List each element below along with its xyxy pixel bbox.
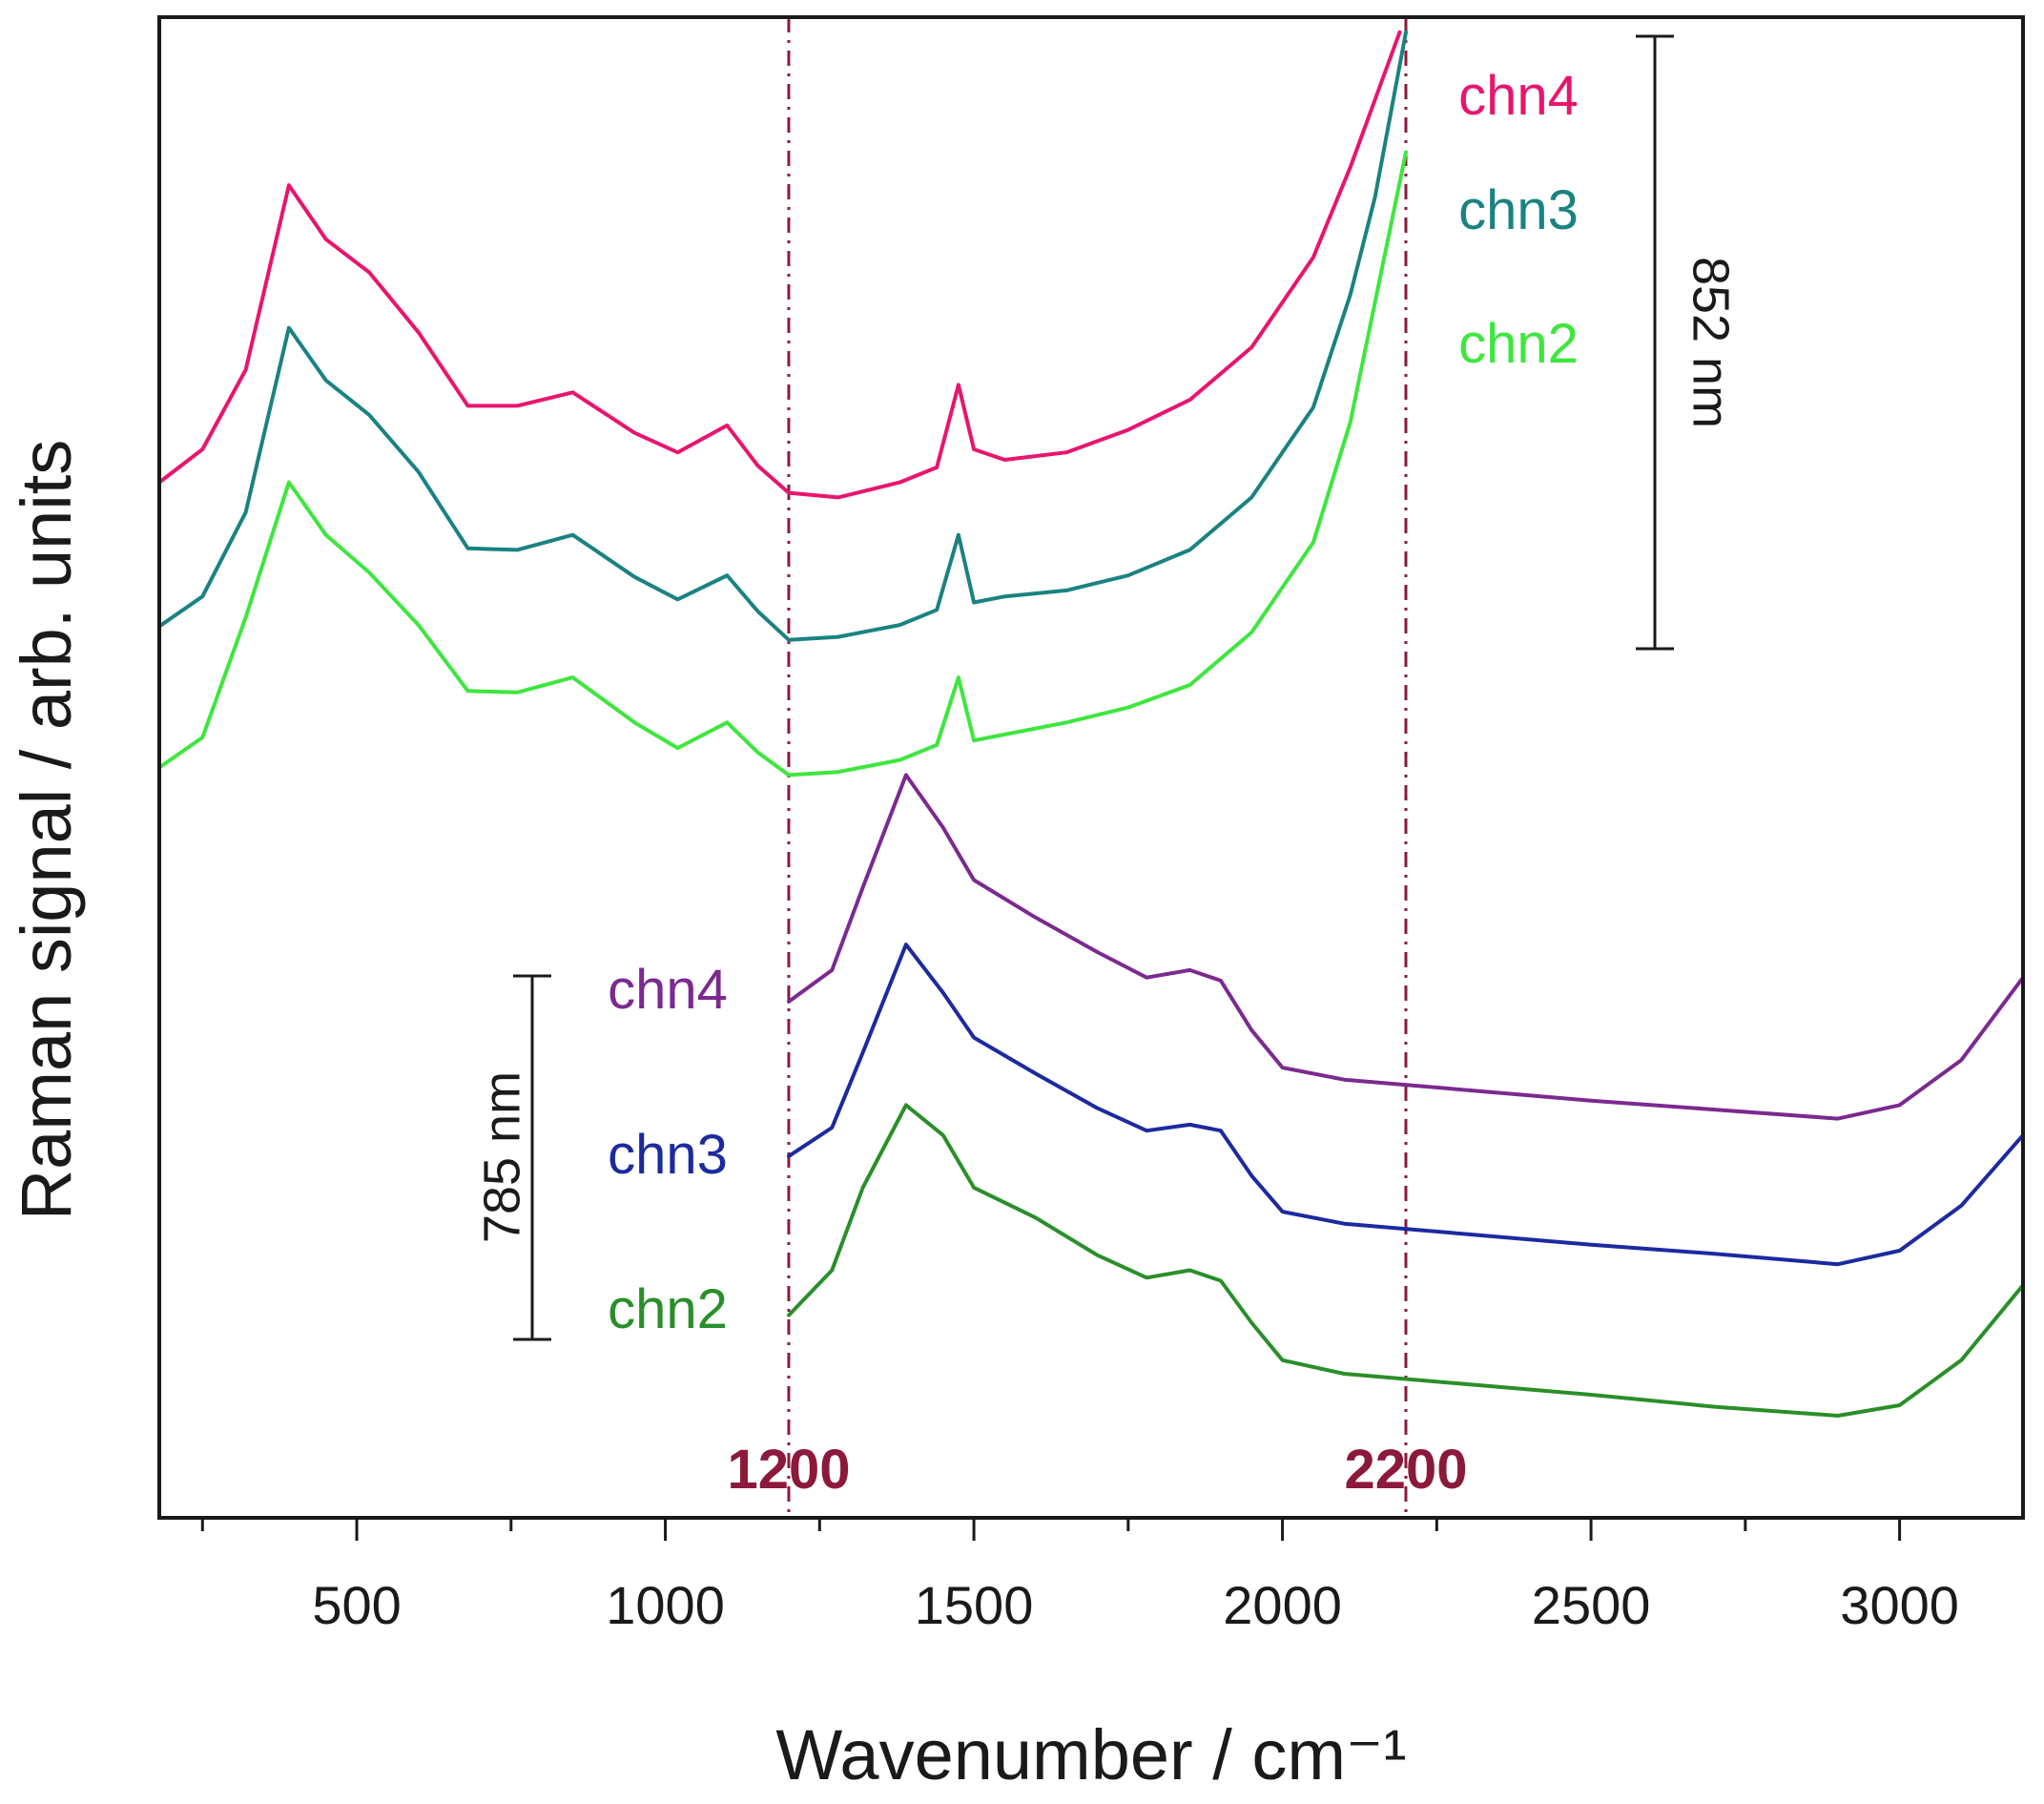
series-line-chn4-852-nm [159, 30, 1402, 500]
x-axis-tick-labels: 500 1000 1500 2000 2500 3000 [312, 1575, 1959, 1635]
series-label-chn2-785-nm: chn2 [608, 1278, 728, 1340]
scale-bar-label-852-nm: 852 nm [1683, 257, 1740, 428]
series-label-chn3-785-nm: chn3 [608, 1124, 728, 1186]
x-tick-label-3000: 3000 [1840, 1575, 1959, 1635]
x-tick-label-2500: 2500 [1532, 1575, 1651, 1635]
series-labels: chn4 chn3 chn2 chn4 chn3 chn2 [608, 65, 1579, 1340]
x-axis-title: Wavenumber / cm⁻¹ [775, 1715, 1406, 1794]
reference-lines [787, 17, 1408, 1518]
scale-bar-785-nm: 785 nm [473, 974, 551, 1341]
series-line-chn3-852-nm [159, 30, 1408, 642]
series-lines [159, 30, 2023, 1418]
scale-bars: 852 nm 785 nm [473, 34, 1740, 1341]
y-axis-title: Raman signal / arb. units [7, 440, 86, 1221]
reference-line-labels: 1200 2200 [727, 1439, 1467, 1501]
series-line-chn4-785-nm [787, 773, 2023, 1121]
series-label-chn2-852-nm: chn2 [1458, 313, 1579, 375]
x-tick-label-2000: 2000 [1223, 1575, 1342, 1635]
series-line-chn2-785-nm [787, 1103, 2023, 1418]
scale-bar-label-785-nm: 785 nm [473, 1071, 530, 1243]
x-axis-ticks [200, 1518, 1902, 1541]
x-tick-label-500: 500 [312, 1575, 401, 1635]
plot-frame [157, 15, 2025, 1520]
reference-line-label-2200: 2200 [1344, 1439, 1467, 1501]
series-label-chn4-785-nm: chn4 [608, 959, 728, 1021]
scale-bar-852-nm: 852 nm [1636, 34, 1740, 651]
series-label-chn3-852-nm: chn3 [1458, 179, 1579, 241]
series-line-chn2-852-nm [159, 150, 1408, 778]
series-line-chn3-785-nm [787, 943, 2023, 1267]
series-label-chn4-852-nm: chn4 [1458, 65, 1579, 127]
x-tick-label-1500: 1500 [915, 1575, 1034, 1635]
reference-line-label-1200: 1200 [727, 1439, 850, 1501]
x-tick-label-1000: 1000 [606, 1575, 725, 1635]
